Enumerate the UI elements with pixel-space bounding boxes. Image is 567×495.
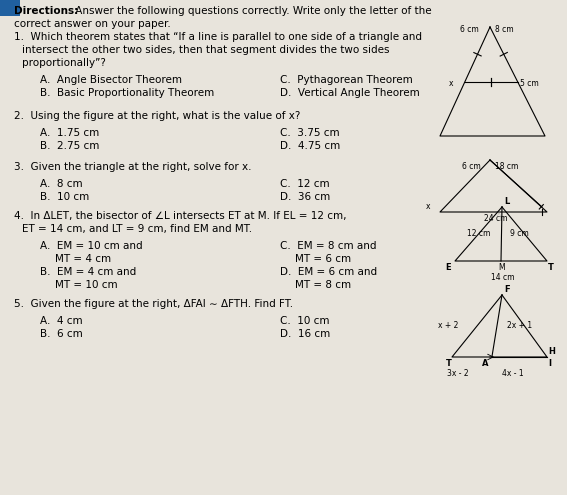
Text: B.  10 cm: B. 10 cm (40, 192, 89, 202)
Text: D.  EM = 6 cm and: D. EM = 6 cm and (280, 267, 377, 277)
Text: M: M (498, 263, 505, 272)
Text: I: I (548, 359, 551, 368)
Text: A.  8 cm: A. 8 cm (40, 179, 83, 189)
Text: A.  EM = 10 cm and: A. EM = 10 cm and (40, 241, 143, 251)
Text: MT = 4 cm: MT = 4 cm (55, 254, 111, 264)
Text: 14 cm: 14 cm (491, 273, 514, 282)
Text: △: △ (497, 211, 501, 216)
Text: x + 2: x + 2 (438, 321, 458, 331)
Text: 5 cm: 5 cm (519, 79, 538, 88)
Text: x: x (426, 202, 430, 211)
Text: B.  6 cm: B. 6 cm (40, 329, 83, 339)
Text: correct answer on your paper.: correct answer on your paper. (14, 19, 171, 29)
Text: 1.  Which theorem states that “If a line is parallel to one side of a triangle a: 1. Which theorem states that “If a line … (14, 32, 422, 42)
Text: MT = 10 cm: MT = 10 cm (55, 280, 117, 290)
Text: F: F (504, 285, 510, 294)
Text: C.  EM = 8 cm and: C. EM = 8 cm and (280, 241, 376, 251)
Text: 2.  Using the figure at the right, what is the value of x?: 2. Using the figure at the right, what i… (14, 111, 301, 121)
Text: B.  Basic Proportionality Theorem: B. Basic Proportionality Theorem (40, 88, 214, 98)
Text: B.  2.75 cm: B. 2.75 cm (40, 141, 99, 151)
Text: C.  Pythagorean Theorem: C. Pythagorean Theorem (280, 75, 413, 85)
Text: D.  16 cm: D. 16 cm (280, 329, 330, 339)
Text: Answer the following questions correctly. Write only the letter of the: Answer the following questions correctly… (72, 6, 431, 16)
Text: T: T (548, 263, 554, 272)
Text: 4x - 1: 4x - 1 (502, 369, 523, 378)
Text: ET = 14 cm, and LT = 9 cm, find EM and MT.: ET = 14 cm, and LT = 9 cm, find EM and M… (22, 224, 252, 234)
Text: 18 cm: 18 cm (495, 162, 518, 171)
Text: E: E (445, 263, 451, 272)
Text: 12 cm: 12 cm (467, 230, 490, 239)
Text: T: T (446, 359, 452, 368)
Text: B.  EM = 4 cm and: B. EM = 4 cm and (40, 267, 136, 277)
Text: A.  4 cm: A. 4 cm (40, 316, 83, 326)
Text: A.  1.75 cm: A. 1.75 cm (40, 128, 99, 138)
Text: 3x - 2: 3x - 2 (447, 369, 468, 378)
Text: C.  10 cm: C. 10 cm (280, 316, 329, 326)
Text: A.  Angle Bisector Theorem: A. Angle Bisector Theorem (40, 75, 182, 85)
Text: 9 cm: 9 cm (510, 230, 529, 239)
Text: A: A (482, 359, 488, 368)
Text: D.  4.75 cm: D. 4.75 cm (280, 141, 340, 151)
Text: 5.  Given the figure at the right, ΔFAI ∼ ΔFTH. Find FT.: 5. Given the figure at the right, ΔFAI ∼… (14, 299, 293, 309)
Text: 4.  In ΔLET, the bisector of ∠L intersects ET at M. If EL = 12 cm,: 4. In ΔLET, the bisector of ∠L intersect… (14, 211, 346, 221)
Text: 8 cm: 8 cm (495, 25, 514, 34)
Text: C.  12 cm: C. 12 cm (280, 179, 329, 189)
Text: Directions:: Directions: (14, 6, 78, 16)
Text: MT = 6 cm: MT = 6 cm (295, 254, 351, 264)
FancyBboxPatch shape (0, 0, 20, 16)
Text: C.  3.75 cm: C. 3.75 cm (280, 128, 340, 138)
Text: H: H (548, 347, 555, 356)
Text: D.  Vertical Angle Theorem: D. Vertical Angle Theorem (280, 88, 420, 98)
Text: 6 cm: 6 cm (460, 25, 479, 34)
Text: x: x (449, 79, 454, 88)
Text: proportionally”?: proportionally”? (22, 58, 106, 68)
Text: 2x + 1: 2x + 1 (507, 321, 532, 331)
Text: MT = 8 cm: MT = 8 cm (295, 280, 351, 290)
Text: L: L (504, 197, 509, 206)
Text: 6 cm: 6 cm (462, 162, 481, 171)
Text: 3.  Given the triangle at the right, solve for x.: 3. Given the triangle at the right, solv… (14, 162, 252, 172)
Text: 24 cm: 24 cm (484, 214, 507, 223)
Text: intersect the other two sides, then that segment divides the two sides: intersect the other two sides, then that… (22, 45, 390, 55)
Text: D.  36 cm: D. 36 cm (280, 192, 330, 202)
